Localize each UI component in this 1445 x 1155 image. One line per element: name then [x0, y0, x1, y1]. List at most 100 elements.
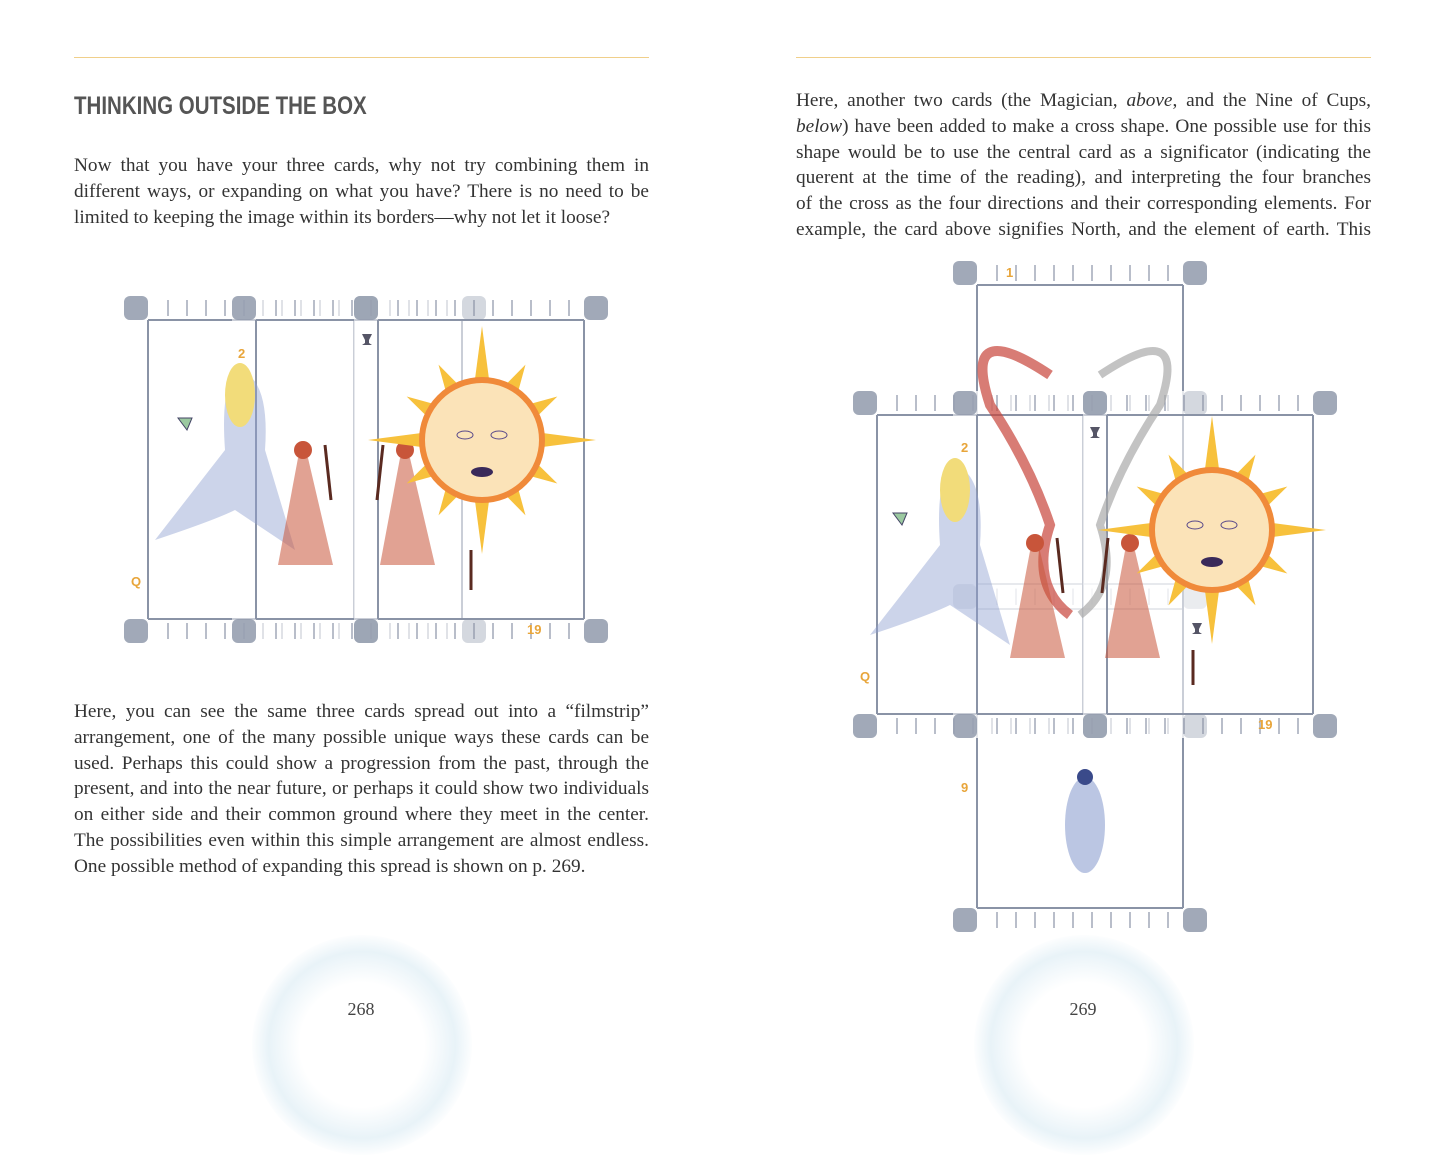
red-figure: [1100, 534, 1160, 658]
text-line: different ways, or expanding on what you…: [74, 180, 649, 202]
sun-ray: [474, 499, 490, 554]
card-number: 1: [1006, 265, 1013, 280]
card-number: 19: [527, 622, 541, 637]
card-corner: [1183, 908, 1207, 932]
text-line: querent at the time of the reading), and…: [796, 165, 1371, 191]
queen-robe: [155, 370, 295, 550]
card-corner: [1083, 714, 1107, 738]
sun-eye: [456, 430, 474, 440]
cup-icon: [892, 512, 908, 526]
sun-eye: [1186, 520, 1204, 530]
text-line: shape would be to use the central card a…: [796, 140, 1371, 166]
card-corner: [853, 391, 877, 415]
sun-illustration: [1098, 416, 1326, 644]
text-line: used. Perhaps this could show a progress…: [74, 752, 649, 774]
text-run: of the cross as the four directions and …: [796, 193, 1371, 215]
card-number: 19: [1258, 717, 1272, 732]
filmstrip-figure: Q 2 19: [124, 296, 608, 643]
queen-figure: [870, 458, 1010, 645]
figure-robe: [1105, 551, 1160, 658]
page-ornament-right: [974, 935, 1194, 1155]
text-run: Here, another two cards (the Magician,: [796, 90, 1127, 111]
card-number: 2: [238, 346, 245, 361]
red-figure: [1010, 534, 1065, 658]
queen-hair: [940, 458, 970, 522]
text-run: ) have been added to make a cross shape.…: [842, 115, 1371, 137]
card-corner: [1083, 391, 1107, 415]
cup-icon: [1090, 427, 1100, 438]
card-corner: [953, 714, 977, 738]
card-corner: [953, 261, 977, 285]
cup-icon: [1192, 623, 1202, 634]
card-corner: [953, 391, 977, 415]
card-number: Q: [860, 669, 870, 684]
white-dragon: [1077, 347, 1172, 619]
card-corner: [354, 296, 378, 320]
queen-figure: [155, 363, 295, 550]
sun-ray: [541, 432, 596, 448]
header-rule-left: [74, 57, 649, 58]
figure-staff: [375, 444, 385, 501]
card-number: Q: [131, 574, 141, 589]
card-number: 9: [961, 780, 968, 795]
card-corner: [853, 714, 877, 738]
text-run: example, the card above signifies North,…: [796, 218, 1371, 240]
sun-disc: [1149, 467, 1275, 593]
page-number-right: 269: [1069, 999, 1097, 1019]
card-corner: [124, 296, 148, 320]
card-corner: [1183, 261, 1207, 285]
figure-robe: [278, 458, 333, 565]
sun-ray: [1204, 589, 1220, 644]
red-figure: [375, 441, 435, 565]
figure-robe: [1010, 551, 1065, 658]
text-run: shape would be to use the central card a…: [796, 141, 1371, 163]
text-line: The possibilities even within this simpl…: [74, 829, 649, 851]
text-run: , and the Nine of Cups,: [1172, 90, 1372, 111]
sun-disc: [419, 377, 545, 503]
filmstrip-paragraph: Here, you can see the same three cards s…: [74, 699, 649, 880]
figure-head: [1026, 534, 1044, 552]
sun-eye: [1220, 520, 1238, 530]
italic-text: below: [796, 115, 843, 137]
figure-head: [396, 441, 414, 459]
card-corner: [354, 619, 378, 643]
card-corner: [1313, 714, 1337, 738]
sun-illustration: [368, 326, 596, 554]
nine-cups-head: [1077, 769, 1093, 785]
card-number: 2: [961, 440, 968, 455]
sun-mouth: [1201, 557, 1223, 567]
card-corner: [124, 619, 148, 643]
text-line: Here, you can see the same three cards s…: [74, 701, 649, 722]
sun-ray: [368, 432, 423, 448]
red-figure: [278, 441, 333, 565]
text-run: querent at the time of the reading), and…: [796, 167, 1371, 189]
card-corner: [953, 908, 977, 932]
sun-ray: [1204, 416, 1220, 471]
text-line: of the cross as the four directions and …: [796, 191, 1371, 217]
section-heading: THINKING OUTSIDE THE BOX: [74, 92, 367, 120]
figure-head: [294, 441, 312, 459]
figure-staff: [323, 444, 333, 501]
queen-robe: [870, 465, 1010, 645]
card-corner: [232, 619, 256, 643]
text-line: One possible method of expanding this sp…: [74, 855, 586, 877]
sun-eye: [490, 430, 508, 440]
text-line: limited to keeping the image within its …: [74, 206, 611, 228]
text-line: Now that you have your three cards, why …: [74, 155, 649, 176]
sun-ray: [1098, 522, 1153, 538]
queen-hair: [225, 363, 255, 427]
cup-icon: [362, 334, 372, 345]
figure-head: [1121, 534, 1139, 552]
cross-paragraph: Here, another two cards (the Magician, a…: [796, 88, 1371, 243]
text-line: example, the card above signifies North,…: [796, 217, 1371, 243]
card-corner: [232, 296, 256, 320]
figure-staff: [1100, 537, 1110, 594]
text-line: below) have been added to make a cross s…: [796, 114, 1371, 140]
text-line: present, and into the near future, or pe…: [74, 778, 649, 800]
sun-ray: [474, 326, 490, 381]
card-corner: [584, 619, 608, 643]
text-line: on either side and their common ground w…: [74, 804, 649, 826]
cup-icon: [177, 417, 193, 431]
nine-cups-figure: [1065, 777, 1105, 873]
sun-mouth: [471, 467, 493, 477]
